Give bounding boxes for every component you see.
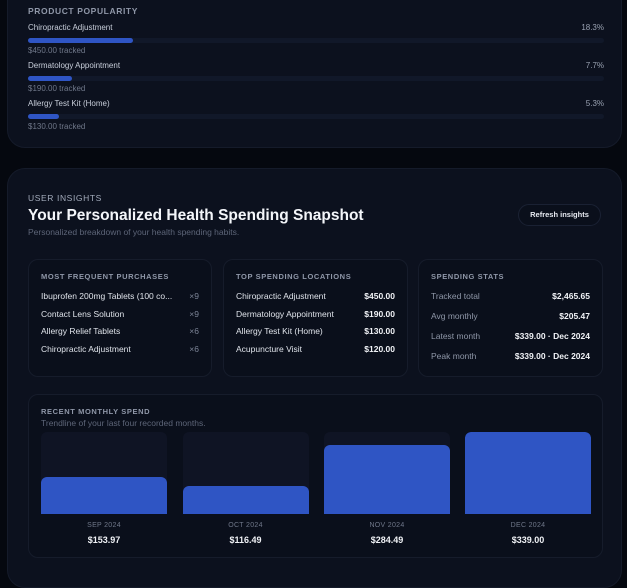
month-label: NOV 2024 xyxy=(369,522,405,529)
product-tracked: $130.00 tracked xyxy=(28,122,86,131)
bar-track xyxy=(324,432,450,514)
month-value: $284.49 xyxy=(370,535,404,545)
stat-value: $205.47 xyxy=(559,311,590,321)
bar-track xyxy=(41,432,167,514)
top-spending-locations-panel: TOP SPENDING LOCATIONS Chiropractic Adju… xyxy=(223,259,408,377)
list-item: Dermatology Appointment $190.00 xyxy=(236,309,395,327)
bar-track xyxy=(182,432,309,514)
stat-row: Avg monthly $205.47 xyxy=(431,311,590,331)
popularity-bar-fill xyxy=(28,114,59,119)
panel-title: MOST FREQUENT PURCHASES xyxy=(41,272,169,281)
popularity-row: Chiropractic Adjustment 18.3% $450.00 trac… xyxy=(28,23,604,55)
stat-label: Latest month xyxy=(431,331,481,341)
list-item: Allergy Relief Tablets ×6 xyxy=(41,326,199,344)
item-count: ×9 xyxy=(189,308,199,319)
product-tracked: $450.00 tracked xyxy=(28,46,86,55)
location-name: Dermatology Appointment xyxy=(236,308,334,319)
chart-subtitle: Trendline of your last four recorded mon… xyxy=(41,418,206,428)
list-item: Contact Lens Solution ×9 xyxy=(41,309,199,327)
list-item: Ibuprofen 200mg Tablets (100 co... ×9 xyxy=(41,291,199,309)
popularity-row: Dermatology Appointment 7.7% $190.00 track… xyxy=(28,61,604,93)
stat-value: $339.00 · Dec 2024 xyxy=(514,331,590,341)
product-percent: 18.3% xyxy=(581,23,604,32)
stat-row: Peak month $339.00 · Dec 2024 xyxy=(431,351,590,371)
item-count: ×6 xyxy=(189,326,199,337)
item-name: Chiropractic Adjustment xyxy=(41,344,131,355)
stat-value: $2,465.65 xyxy=(552,291,590,301)
bar xyxy=(41,476,167,514)
section-title: PRODUCT POPULARITY xyxy=(28,6,138,16)
month-value: $339.00 xyxy=(511,535,545,545)
stat-row: Tracked total $2,465.65 xyxy=(431,291,590,311)
location-amount: $120.00 xyxy=(364,344,395,355)
panel-title: TOP SPENDING LOCATIONS xyxy=(236,272,352,281)
location-name: Acupuncture Visit xyxy=(236,344,302,355)
product-name: Chiropractic Adjustment xyxy=(28,23,113,32)
bar xyxy=(465,432,591,514)
panel-title: SPENDING STATS xyxy=(431,272,505,281)
stat-label: Peak month xyxy=(431,351,477,361)
most-frequent-purchases-panel: MOST FREQUENT PURCHASES Ibuprofen 200mg … xyxy=(28,259,212,377)
product-percent: 5.3% xyxy=(585,99,604,108)
product-percent: 7.7% xyxy=(585,61,604,70)
item-count: ×9 xyxy=(189,291,199,301)
list-item: Chiropractic Adjustment ×6 xyxy=(41,344,199,362)
location-name: Allergy Test Kit (Home) xyxy=(236,326,323,337)
item-name: Allergy Relief Tablets xyxy=(41,326,121,337)
page-subtitle: Personalized breakdown of your health sp… xyxy=(28,227,240,237)
stat-label: Tracked total xyxy=(431,291,480,301)
list-item: Acupuncture Visit $120.00 xyxy=(236,344,395,362)
product-name: Allergy Test Kit (Home) xyxy=(28,99,110,108)
stat-value: $339.00 · Dec 2024 xyxy=(514,351,590,361)
stat-row: Latest month $339.00 · Dec 2024 xyxy=(431,331,590,351)
user-insights-card: USER INSIGHTS Your Personalized Health S… xyxy=(7,168,622,588)
list-item: Chiropractic Adjustment $450.00 xyxy=(236,291,395,309)
refresh-insights-button[interactable]: Refresh insights xyxy=(518,204,601,226)
section-eyebrow: USER INSIGHTS xyxy=(28,193,102,203)
page-title: Your Personalized Health Spending Snapsh… xyxy=(28,207,364,224)
stat-label: Avg monthly xyxy=(431,311,478,321)
item-name: Ibuprofen 200mg Tablets (100 co... xyxy=(41,291,173,301)
month-label: OCT 2024 xyxy=(228,522,263,529)
bar xyxy=(182,485,309,514)
month-label: DEC 2024 xyxy=(510,522,546,529)
location-amount: $190.00 xyxy=(364,308,395,319)
popularity-bar-track xyxy=(28,38,604,43)
popularity-bar-track xyxy=(28,114,604,119)
recent-monthly-spend-chart: RECENT MONTHLY SPEND Trendline of your l… xyxy=(28,394,603,558)
popularity-bar-track xyxy=(28,76,604,81)
popularity-bar-fill xyxy=(28,76,73,81)
list-item: Allergy Test Kit (Home) $130.00 xyxy=(236,326,395,344)
product-tracked: $190.00 tracked xyxy=(28,84,86,93)
month-value: $153.97 xyxy=(87,535,121,545)
popularity-bar-fill xyxy=(28,38,134,43)
item-name: Contact Lens Solution xyxy=(41,308,125,319)
item-count: ×6 xyxy=(189,344,199,355)
month-value: $116.49 xyxy=(229,535,262,545)
month-label: SEP 2024 xyxy=(87,522,121,529)
bar xyxy=(324,445,450,514)
popularity-row: Allergy Test Kit (Home) 5.3% $130.00 track… xyxy=(28,99,604,131)
bar-track xyxy=(465,432,591,514)
spending-stats-panel: SPENDING STATS Tracked total $2,465.65 Avg… xyxy=(418,259,603,377)
location-name: Chiropractic Adjustment xyxy=(236,291,326,301)
product-popularity-card: PRODUCT POPULARITY Chiropractic Adjustme… xyxy=(7,0,622,148)
location-amount: $130.00 xyxy=(364,326,395,337)
chart-title: RECENT MONTHLY SPEND xyxy=(41,407,151,416)
location-amount: $450.00 xyxy=(364,291,395,301)
product-name: Dermatology Appointment xyxy=(28,61,121,70)
